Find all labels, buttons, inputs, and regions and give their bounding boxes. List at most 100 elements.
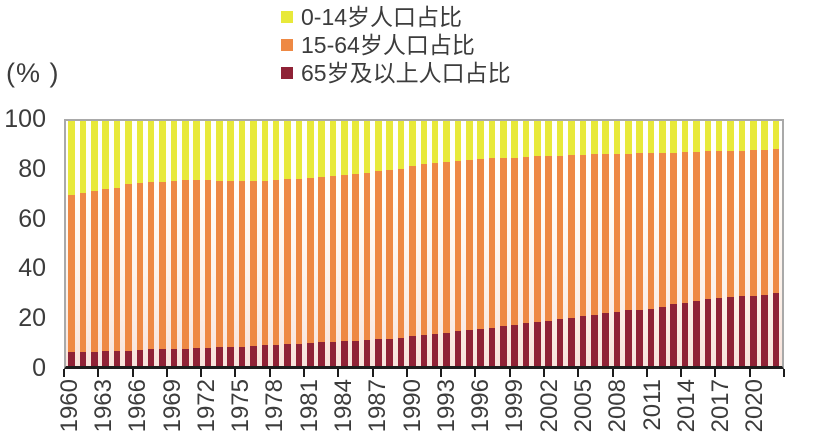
segment-15-64 <box>397 168 405 338</box>
segment-15-64 <box>227 181 234 347</box>
bar-slot-1986 <box>361 121 372 366</box>
x-tick-label-2005: 2005 <box>570 379 597 433</box>
bar-slot-1962 <box>89 121 100 366</box>
plot-area <box>64 119 784 369</box>
segment-0-14 <box>715 121 723 152</box>
segment-65-plus <box>534 322 541 366</box>
segment-65-plus <box>409 336 416 366</box>
bar-slot-1974 <box>225 121 236 366</box>
segment-0-14 <box>113 121 121 188</box>
bar-slot-1983 <box>327 121 338 366</box>
segment-15-64 <box>670 152 678 305</box>
x-axis-tick <box>268 369 271 377</box>
segment-65-plus <box>306 342 314 366</box>
bar-1961 <box>79 121 87 366</box>
segment-15-64 <box>568 155 575 319</box>
segment-65-plus <box>238 346 246 366</box>
segment-0-14 <box>136 121 144 184</box>
bar-slot-1984 <box>339 121 350 366</box>
y-tick-label: 20 <box>18 304 46 333</box>
x-tick-label-1972: 1972 <box>192 379 220 433</box>
segment-0-14 <box>659 121 666 153</box>
segment-15-64 <box>477 159 484 329</box>
segment-0-14 <box>454 121 462 161</box>
x-tick-label-2008: 2008 <box>604 379 632 433</box>
bar-slot-2007 <box>600 121 611 366</box>
x-tick-label-1999: 1999 <box>501 379 529 433</box>
segment-15-64 <box>749 150 757 296</box>
segment-15-64 <box>102 189 110 352</box>
segment-15-64 <box>659 152 666 307</box>
segment-0-14 <box>431 121 439 164</box>
legend-swatch-0-14-icon <box>281 11 293 23</box>
segment-0-14 <box>500 121 507 158</box>
y-tick-label: 0 <box>32 354 46 382</box>
bar-slot-2013 <box>668 121 679 366</box>
bar-2000 <box>522 121 530 366</box>
segment-15-64 <box>602 154 609 314</box>
bar-slot-2001 <box>532 121 543 366</box>
segment-15-64 <box>636 153 643 310</box>
x-tick-label-1969: 1969 <box>158 379 186 433</box>
bar-slot-1967 <box>146 121 157 366</box>
segment-65-plus <box>295 343 303 366</box>
x-axis-tick <box>405 369 408 377</box>
segment-15-64 <box>216 180 223 348</box>
segment-65-plus <box>613 311 621 366</box>
segment-0-14 <box>477 121 484 160</box>
bar-slot-2010 <box>634 121 645 366</box>
segment-0-14 <box>102 121 110 190</box>
segment-15-64 <box>68 194 75 353</box>
x-tick-label-2020: 2020 <box>741 379 769 433</box>
segment-65-plus <box>113 350 121 366</box>
bar-1977 <box>261 121 269 366</box>
segment-15-64 <box>681 152 689 303</box>
segment-65-plus <box>204 347 212 366</box>
segment-15-64 <box>761 149 768 296</box>
segment-65-plus <box>625 310 632 366</box>
segment-0-14 <box>329 121 337 176</box>
segment-0-14 <box>602 121 609 155</box>
bar-slot-1980 <box>293 121 304 366</box>
bar-slot-1971 <box>191 121 202 366</box>
bar-1987 <box>375 121 382 366</box>
bar-slot-1960 <box>66 121 77 366</box>
x-tick-label-2014: 2014 <box>672 379 700 433</box>
segment-0-14 <box>693 121 700 152</box>
segment-0-14 <box>511 121 518 158</box>
bar-slot-1973 <box>214 121 225 366</box>
bar-2003 <box>556 121 564 366</box>
x-axis-tick <box>97 369 100 377</box>
segment-15-64 <box>625 153 632 311</box>
segment-0-14 <box>375 121 382 172</box>
bar-slot-2008 <box>611 121 622 366</box>
bar-slot-2006 <box>589 121 600 366</box>
bars-container <box>66 121 782 366</box>
bar-2022 <box>772 121 780 366</box>
segment-65-plus <box>693 300 700 366</box>
segment-65-plus <box>522 323 530 366</box>
x-tick-label-1975: 1975 <box>227 379 255 433</box>
segment-15-64 <box>181 179 189 349</box>
segment-0-14 <box>681 121 689 153</box>
bar-1984 <box>341 121 348 366</box>
bar-2012 <box>659 121 666 366</box>
legend-label-65-plus: 65岁及以上人口占比 <box>301 60 511 86</box>
bar-slot-1992 <box>430 121 441 366</box>
segment-0-14 <box>159 121 166 182</box>
segment-0-14 <box>704 121 712 152</box>
bar-slot-1981 <box>305 121 316 366</box>
x-axis-tick <box>680 369 683 377</box>
segment-0-14 <box>238 121 246 181</box>
x-tick-label-1960: 1960 <box>55 379 83 433</box>
bar-slot-2017 <box>713 121 724 366</box>
x-axis-tick <box>165 369 168 377</box>
segment-15-64 <box>511 157 518 326</box>
segment-15-64 <box>91 191 98 352</box>
segment-0-14 <box>761 121 768 150</box>
x-axis-tick <box>645 369 648 377</box>
segment-0-14 <box>341 121 348 175</box>
segment-0-14 <box>125 121 132 185</box>
bar-slot-1969 <box>168 121 179 366</box>
segment-0-14 <box>204 121 212 181</box>
